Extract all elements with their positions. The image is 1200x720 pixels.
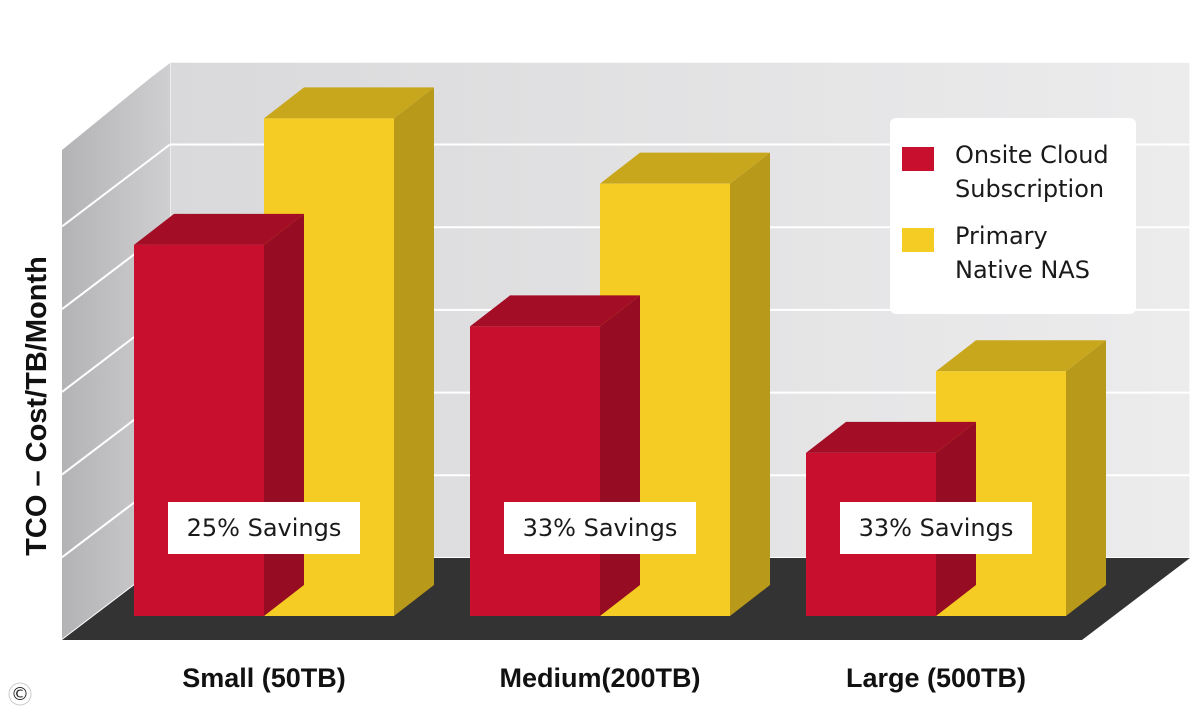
- bar-top-face: [470, 295, 640, 327]
- bar-side-face: [600, 295, 640, 616]
- bar-onsite-cloud-2: [470, 295, 640, 616]
- legend-swatch: [902, 147, 934, 171]
- bar-side-face: [394, 87, 434, 616]
- legend-label: Onsite Cloud Subscription: [955, 141, 1109, 203]
- bar-top-face: [134, 213, 304, 245]
- savings-callout: 25% Savings: [168, 502, 360, 554]
- bar-top-face: [806, 421, 976, 453]
- bar-front-face: [134, 244, 264, 617]
- savings-callout-box: [504, 502, 696, 554]
- savings-callout: 33% Savings: [504, 502, 696, 554]
- savings-callout-box: [168, 502, 360, 554]
- savings-callout-text: 33% Savings: [859, 514, 1014, 542]
- bar-side-face: [264, 213, 304, 616]
- gridline-side: [61, 61, 171, 145]
- bar-side-face: [1066, 340, 1106, 616]
- legend-label: Primary Native NAS: [955, 222, 1090, 284]
- x-tick-label: Large (500TB): [846, 663, 1026, 693]
- bar-top-face: [264, 87, 434, 119]
- bar-top-face: [600, 152, 770, 184]
- legend-swatch: [902, 228, 934, 252]
- y-axis-label: TCO – Cost/TB/Month: [21, 256, 53, 556]
- savings-callout-box: [840, 502, 1032, 554]
- x-tick-label: Medium(200TB): [499, 663, 700, 693]
- copyright-badge: [8, 682, 32, 706]
- copyright-icon: ©: [11, 684, 29, 705]
- gridline-side: [61, 143, 171, 228]
- legend-item-onsite-cloud: Onsite Cloud Subscription: [902, 141, 1109, 203]
- savings-callout: 33% Savings: [840, 502, 1032, 554]
- bar-front-face: [470, 326, 600, 616]
- bar-onsite-cloud-1: [134, 213, 304, 617]
- savings-callout-text: 33% Savings: [523, 514, 678, 542]
- x-axis-labels: Small (50TB) Medium(200TB) Large (500TB): [182, 663, 1026, 693]
- legend: Onsite Cloud Subscription Primary Native NA…: [890, 118, 1136, 314]
- savings-annotations: 25% Savings 33% Savings 33% Savings: [168, 502, 1032, 554]
- legend-item-native-nas: Primary Native NAS: [902, 222, 1090, 284]
- savings-callout-text: 25% Savings: [187, 514, 342, 542]
- bar-top-face: [936, 340, 1106, 372]
- legend-box: [890, 118, 1136, 314]
- x-tick-label: Small (50TB): [182, 663, 346, 693]
- bar-side-face: [730, 152, 770, 616]
